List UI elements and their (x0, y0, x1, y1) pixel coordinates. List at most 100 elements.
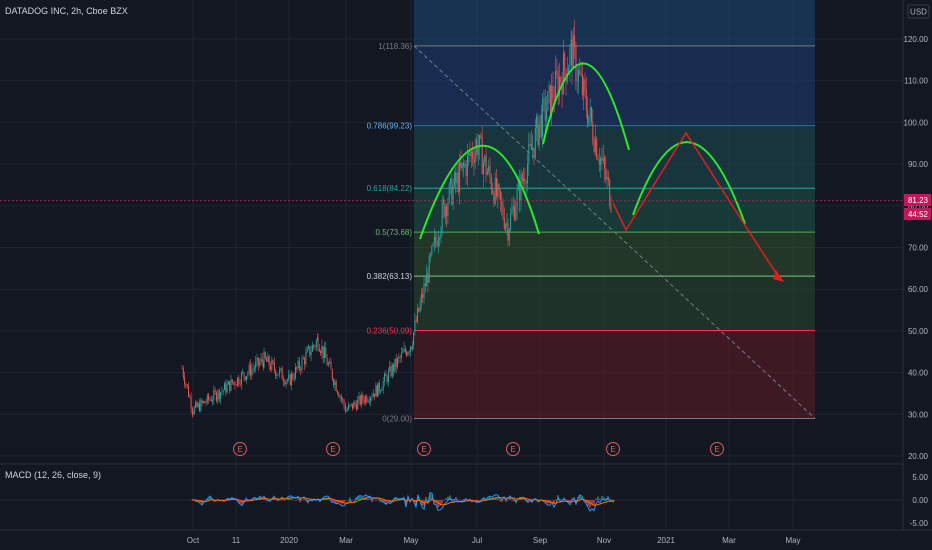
macd-histogram-bar (395, 497, 397, 500)
candle-body (237, 377, 238, 386)
candle-body (302, 358, 304, 360)
candle-body (555, 70, 557, 101)
candle-body (484, 155, 486, 162)
candle-body (229, 381, 231, 391)
candle-body (208, 394, 210, 400)
macd-histogram-bar (391, 500, 393, 501)
candle-body (280, 368, 282, 370)
candle-body (436, 241, 438, 247)
candle-body (544, 98, 546, 121)
macd-histogram-bar (447, 496, 449, 500)
candle-body (402, 351, 404, 353)
x-tick-label: May (403, 536, 418, 545)
candle-body (451, 178, 453, 205)
candle-body (460, 162, 462, 168)
candle-body (407, 352, 409, 356)
candle-body (505, 224, 507, 229)
candle-body (584, 79, 586, 90)
macd-histogram-bar (351, 500, 353, 501)
macd-histogram-bar (349, 497, 351, 500)
price-badge-label: 81.23 (908, 196, 929, 205)
macd-histogram-bar (443, 499, 445, 501)
candle-body (549, 85, 551, 116)
candle-body (406, 351, 408, 356)
candle-body (338, 393, 340, 398)
candle-body (452, 186, 454, 205)
candle-body (363, 400, 365, 403)
macd-histogram-bar (277, 500, 279, 502)
candle-body (209, 399, 211, 401)
candle-body (581, 74, 583, 96)
candle-body (233, 382, 235, 384)
candle-body (199, 403, 200, 412)
candle-body (569, 48, 571, 68)
macd-histogram-bar (601, 496, 603, 500)
macd-histogram-bar (473, 499, 475, 501)
candle-body (342, 398, 344, 400)
candle-body (508, 229, 510, 241)
candle-body (468, 152, 470, 155)
candle-body (420, 293, 422, 303)
candle-body (202, 401, 204, 403)
candle-body (579, 70, 581, 75)
fib-trend-line (413, 45, 816, 419)
candle-body (450, 178, 451, 185)
candle-body (210, 399, 212, 402)
candle-body (432, 243, 434, 247)
macd-histogram-bar (567, 500, 569, 502)
candle-body (371, 396, 373, 398)
macd-signal-line (191, 496, 615, 506)
candle-body (239, 384, 241, 385)
candle-body (380, 390, 382, 392)
candle-body (248, 364, 250, 373)
candle-body (453, 172, 455, 187)
earnings-marker-label: E (421, 445, 426, 454)
candle-body (552, 85, 554, 100)
macd-line (191, 492, 615, 512)
macd-histogram-bar (429, 492, 431, 500)
candle-body (594, 138, 596, 152)
macd-histogram-bar (253, 497, 255, 500)
macd-histogram-bar (239, 500, 241, 504)
macd-histogram-bar (261, 499, 263, 501)
candle-body (515, 208, 517, 220)
candle-body (267, 356, 269, 362)
candle-body (214, 390, 216, 393)
x-tick-label: 2020 (280, 536, 298, 545)
projection-path (612, 131, 781, 280)
x-tick-label: Mar (722, 536, 736, 545)
candle-body (293, 378, 295, 380)
macd-histogram-bar (585, 500, 587, 504)
pattern-arc (542, 62, 630, 151)
price-badge-label: 44:52 (908, 210, 929, 219)
pattern-arc (632, 141, 746, 225)
candle-body (334, 381, 336, 386)
macd-histogram-bar (353, 499, 355, 501)
candle-body (536, 116, 538, 128)
fib-level-label: 0.786(99.23) (367, 122, 413, 131)
y-tick-label: 60.00 (908, 285, 929, 294)
candle-body (314, 346, 316, 347)
macd-histogram-bar (359, 495, 361, 500)
candle-body (580, 74, 582, 75)
candle-body (310, 351, 312, 356)
macd-histogram-bar (289, 497, 291, 500)
candle-body (570, 39, 572, 49)
price-axis-bg (903, 0, 932, 530)
macd-histogram-bar (571, 498, 573, 500)
candle-body (609, 179, 611, 207)
candle-body (238, 377, 240, 385)
macd-histogram-bar (203, 500, 205, 501)
candle-body (600, 158, 602, 165)
candle-body (304, 358, 306, 365)
candle-body (516, 189, 518, 209)
macd-histogram-bar (487, 497, 489, 500)
candle-body (583, 79, 585, 96)
macd-histogram-bar (285, 499, 287, 501)
candle-body (469, 152, 471, 157)
candle-body (359, 395, 361, 405)
candle-body (212, 400, 213, 402)
candle-body (502, 204, 504, 218)
candle-body (253, 368, 255, 370)
